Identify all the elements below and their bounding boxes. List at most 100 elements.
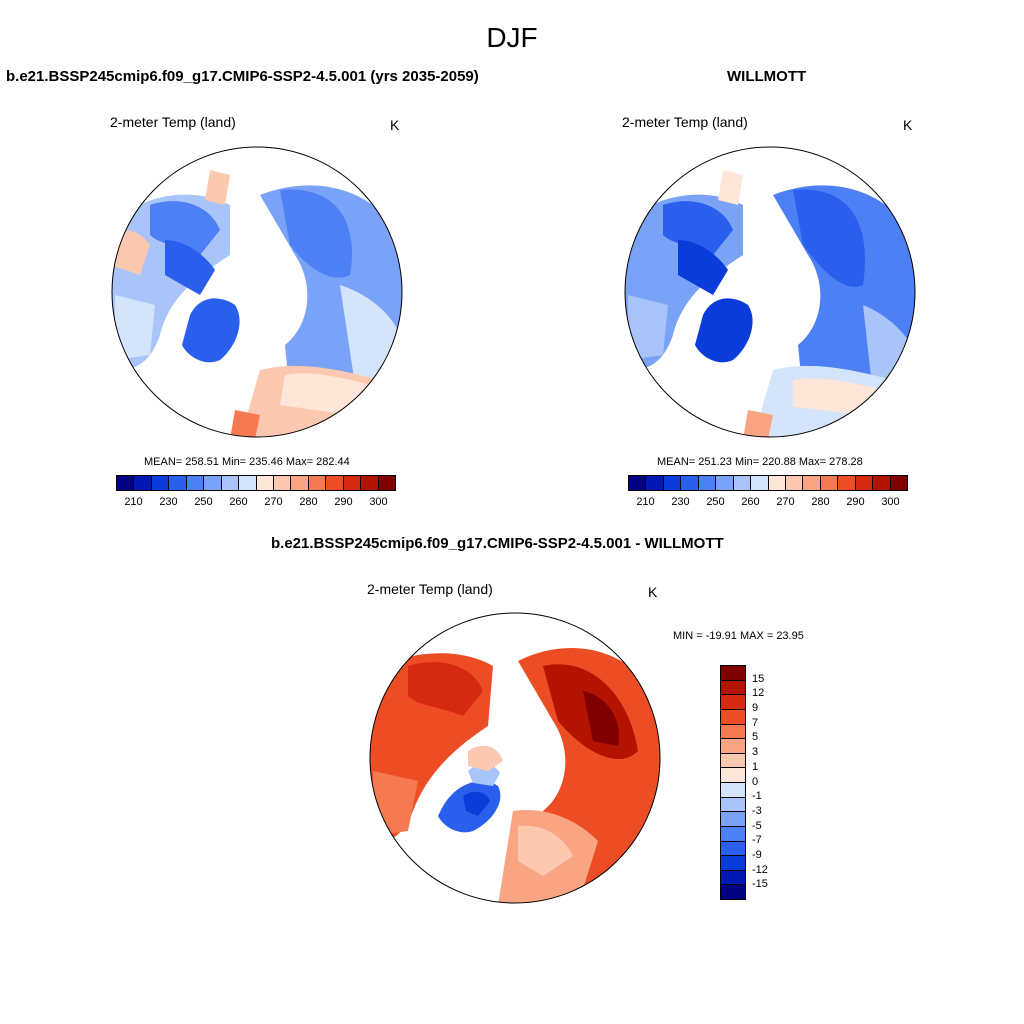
model-stats: MEAN= 258.51 Min= 235.46 Max= 282.44 (144, 456, 350, 468)
obs-panel-title: WILLMOTT (727, 68, 807, 85)
colorbar-swatch (361, 476, 379, 490)
colorbar-label: 260 (741, 496, 760, 508)
colorbar-swatch (721, 753, 745, 769)
colorbar-swatch (820, 476, 839, 490)
colorbar-swatch (629, 476, 647, 490)
colorbar-label: 250 (706, 496, 725, 508)
diff-polar-map (369, 612, 661, 904)
colorbar-swatch (134, 476, 152, 490)
colorbar-swatch (838, 476, 856, 490)
colorbar-label: 290 (846, 496, 865, 508)
colorbar-swatch (733, 476, 752, 490)
colorbar-swatch (646, 476, 664, 490)
model-polar-map (111, 146, 403, 438)
colorbar-label: 9 (752, 702, 759, 715)
obs-polar-map (624, 146, 916, 438)
colorbar-label: 280 (811, 496, 830, 508)
colorbar-swatch (698, 476, 717, 490)
colorbar-swatch (256, 476, 274, 490)
colorbar-label: -9 (752, 848, 762, 861)
colorbar-swatch (117, 476, 135, 490)
colorbar-swatch (221, 476, 240, 490)
colorbar-swatch (273, 476, 292, 490)
colorbar-swatch (721, 885, 745, 899)
diff-units-label: K (648, 584, 658, 600)
obs-variable-label: 2-meter Temp (land) (622, 114, 748, 130)
colorbar-label: 210 (636, 496, 655, 508)
obs-units-label: K (903, 117, 913, 133)
colorbar-swatch (721, 724, 745, 740)
colorbar-label: 230 (671, 496, 690, 508)
colorbar-swatch (721, 856, 745, 871)
obs-colorbar-labels: 210 230 250 260 270 280 290 300 (628, 496, 908, 510)
model-colorbar (116, 475, 396, 491)
colorbar-swatch (186, 476, 205, 490)
colorbar-label: 15 (752, 672, 765, 685)
colorbar-label: 1 (752, 760, 759, 773)
colorbar-label: -12 (752, 863, 768, 876)
colorbar-label: 250 (194, 496, 213, 508)
diff-variable-label: 2-meter Temp (land) (367, 581, 493, 597)
colorbar-swatch (890, 476, 907, 490)
colorbar-swatch (663, 476, 682, 490)
colorbar-label: 270 (264, 496, 283, 508)
colorbar-swatch (803, 476, 821, 490)
colorbar-label: -5 (752, 819, 762, 832)
colorbar-swatch (326, 476, 344, 490)
colorbar-swatch (378, 476, 395, 490)
colorbar-label: -7 (752, 834, 762, 847)
colorbar-label: 300 (369, 496, 388, 508)
colorbar-swatch (855, 476, 874, 490)
colorbar-swatch (169, 476, 187, 490)
colorbar-swatch (873, 476, 891, 490)
colorbar-label: 280 (299, 496, 318, 508)
colorbar-swatch (721, 870, 745, 886)
colorbar-swatch (204, 476, 222, 490)
colorbar-swatch (721, 666, 745, 681)
colorbar-swatch (721, 739, 745, 754)
diff-colorbar (720, 665, 746, 900)
colorbar-swatch (721, 695, 745, 710)
colorbar-label: 210 (124, 496, 143, 508)
colorbar-swatch (785, 476, 804, 490)
diff-minmax: MIN = -19.91 MAX = 23.95 (673, 630, 804, 642)
colorbar-label: 290 (334, 496, 353, 508)
colorbar-swatch (721, 812, 745, 827)
colorbar-label: 0 (752, 775, 759, 788)
colorbar-label: 3 (752, 746, 759, 759)
colorbar-label: -15 (752, 878, 768, 891)
season-title: DJF (486, 22, 538, 53)
colorbar-swatch (768, 476, 786, 490)
colorbar-label: 300 (881, 496, 900, 508)
colorbar-swatch (151, 476, 170, 490)
colorbar-label: 230 (159, 496, 178, 508)
diff-colorbar-labels: 15 12 9 7 5 3 1 0 -1 -3 -5 -7 -9 -12 -15 (752, 665, 792, 900)
colorbar-swatch (343, 476, 362, 490)
colorbar-label: 12 (752, 687, 765, 700)
model-panel-title: b.e21.BSSP245cmip6.f09_g17.CMIP6-SSP2-4.… (6, 68, 479, 85)
colorbar-label: -1 (752, 790, 762, 803)
colorbar-label: 270 (776, 496, 795, 508)
colorbar-swatch (239, 476, 257, 490)
obs-colorbar (628, 475, 908, 491)
colorbar-swatch (681, 476, 699, 490)
colorbar-swatch (721, 841, 745, 857)
model-variable-label: 2-meter Temp (land) (110, 114, 236, 130)
colorbar-swatch (721, 783, 745, 798)
colorbar-label: 5 (752, 731, 759, 744)
colorbar-label: 7 (752, 716, 759, 729)
colorbar-label: 260 (229, 496, 248, 508)
colorbar-swatch (721, 768, 745, 783)
colorbar-swatch (291, 476, 309, 490)
colorbar-swatch (751, 476, 769, 490)
colorbar-label: -3 (752, 804, 762, 817)
colorbar-swatch (721, 709, 745, 725)
colorbar-swatch (721, 826, 745, 842)
colorbar-swatch (721, 680, 745, 696)
colorbar-swatch (308, 476, 327, 490)
obs-stats: MEAN= 251.23 Min= 220.88 Max= 278.28 (657, 456, 863, 468)
colorbar-swatch (721, 797, 745, 813)
model-units-label: K (390, 117, 400, 133)
diff-panel-title: b.e21.BSSP245cmip6.f09_g17.CMIP6-SSP2-4.… (271, 535, 724, 552)
model-colorbar-labels: 210 230 250 260 270 280 290 300 (116, 496, 396, 510)
